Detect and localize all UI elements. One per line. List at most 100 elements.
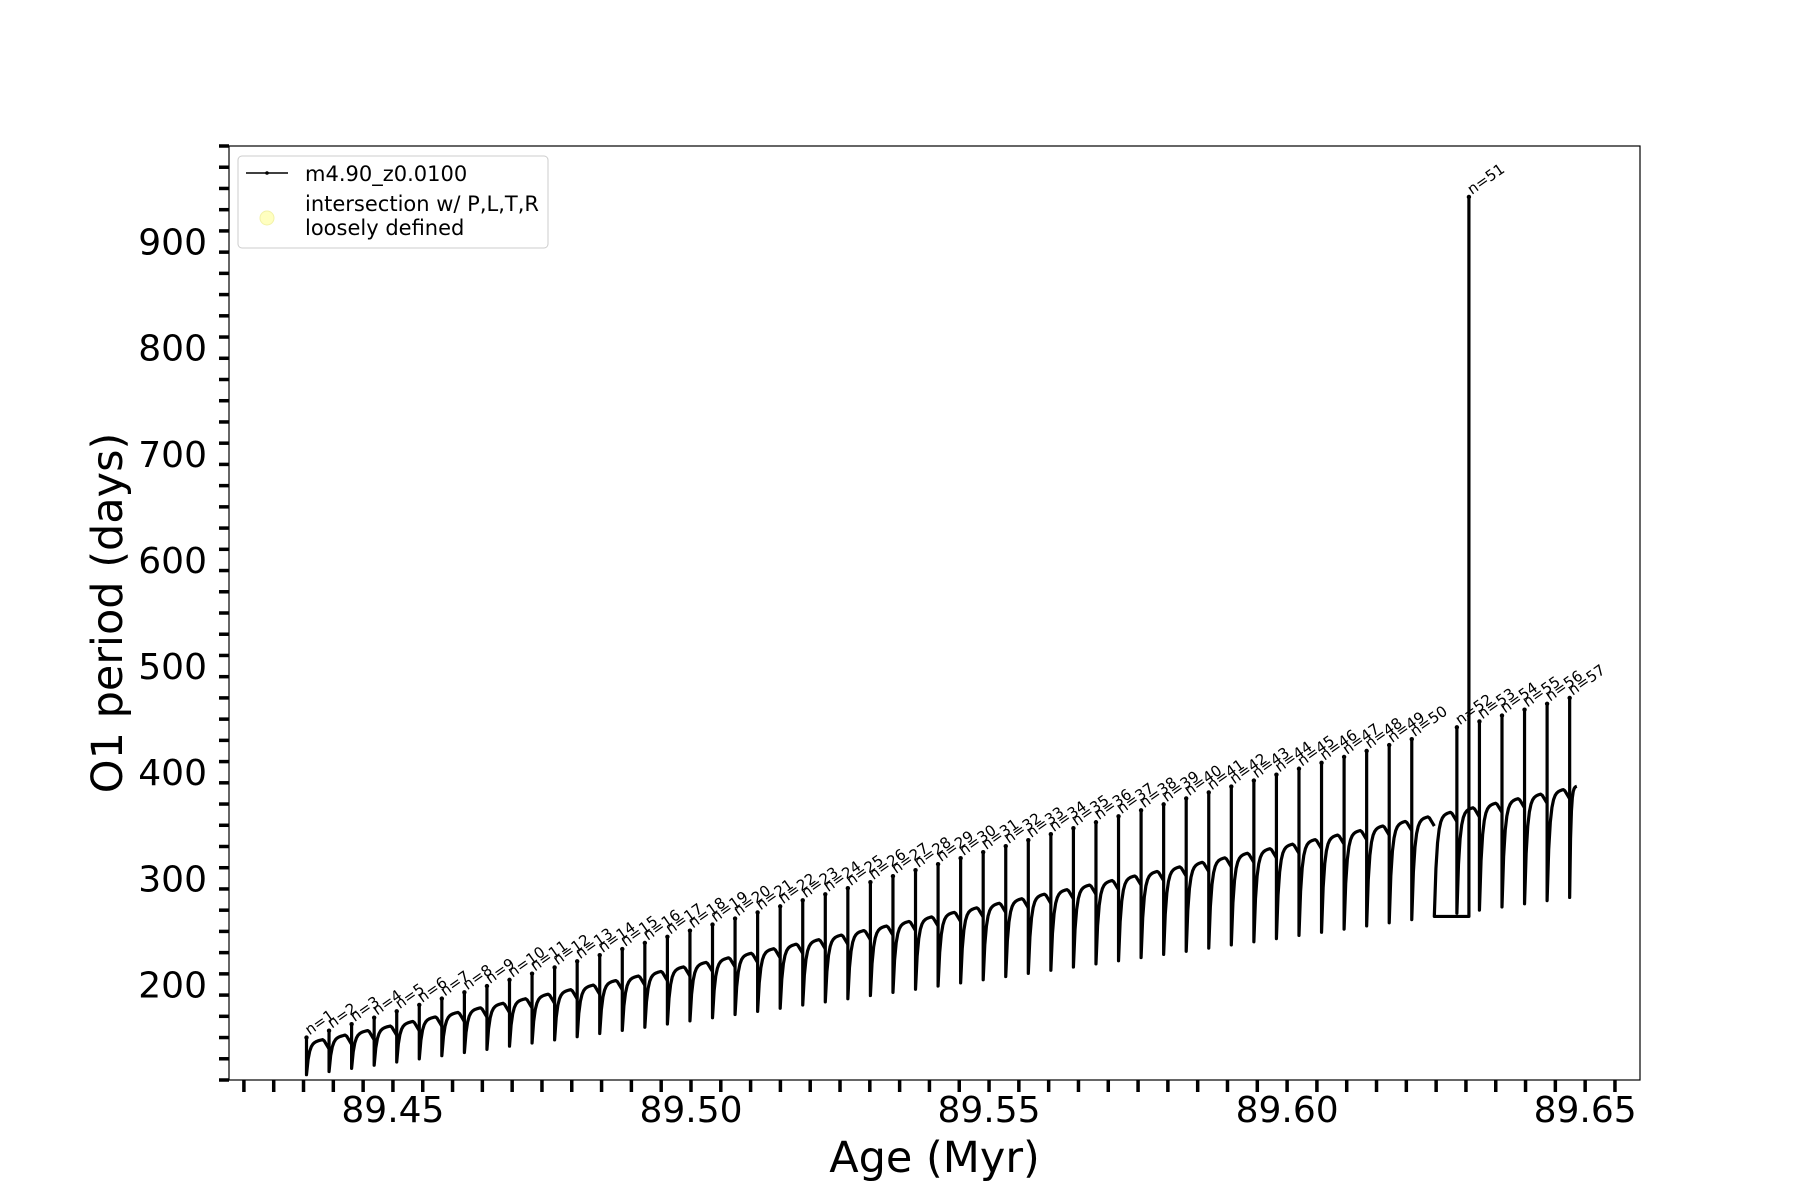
- pulse-23: [801, 900, 827, 1007]
- pulse-peak-point-1: [304, 1035, 309, 1040]
- plot-frame: [228, 145, 1641, 1081]
- pulse-peak-point-43: [1251, 778, 1257, 783]
- pulse-10: [507, 979, 534, 1048]
- pulse-19: [710, 924, 737, 1020]
- pulse-peak-point-5: [394, 1009, 399, 1014]
- cycle-label-50: n=50: [1407, 702, 1451, 740]
- cycle-label-51: n=51: [1464, 160, 1508, 198]
- pulse-43: [1252, 780, 1278, 944]
- pulse-peak-point-54: [1499, 713, 1505, 718]
- y-tick-label: 600: [138, 541, 207, 582]
- pulse-22: [778, 906, 805, 1010]
- pulse-peak-point-9: [484, 983, 490, 989]
- pulse-peak-point-27: [890, 873, 896, 879]
- pulse-55: [1522, 709, 1549, 906]
- pulse-peak-point-37: [1116, 814, 1121, 819]
- pulse-peak-point-4: [371, 1015, 377, 1020]
- pulse-16: [643, 942, 669, 1029]
- pulse-12: [553, 967, 579, 1042]
- y-tick-label: 300: [138, 859, 207, 900]
- pulse-42: [1229, 786, 1256, 947]
- pulse-1: [304, 1037, 331, 1077]
- pulse-peak-point-19: [710, 922, 715, 927]
- x-tick-label: 89.55: [938, 1090, 1041, 1131]
- pulse-peak-point-40: [1183, 796, 1189, 801]
- pulse-peak-point-20: [732, 916, 738, 921]
- pulse-48: [1365, 750, 1391, 928]
- pulse-peak-point-30: [958, 855, 963, 861]
- pulse-37: [1116, 816, 1143, 963]
- pulse-27: [891, 876, 917, 994]
- pulse-31: [981, 852, 1008, 982]
- cycle-label-57: n=57: [1565, 661, 1609, 699]
- pulse-26: [868, 882, 895, 998]
- pulse-peak-point-12: [552, 965, 557, 970]
- pulse-peak-point-50: [1409, 736, 1414, 742]
- pulse-peak-point-16: [642, 940, 648, 946]
- pulse-4: [372, 1017, 399, 1067]
- pulse-20: [733, 918, 759, 1017]
- pulse-8: [462, 992, 489, 1055]
- pulse-51: [1432, 196, 1471, 919]
- pulse-6: [417, 1004, 444, 1061]
- pulse-peak-point-24: [823, 892, 828, 897]
- pulse-peak-point-23: [800, 898, 805, 903]
- pulse-52: [1455, 727, 1481, 915]
- pulse-peak-point-22: [777, 904, 783, 909]
- pulse-peak-point-53: [1477, 719, 1482, 724]
- pulse-39: [1162, 804, 1188, 957]
- pulse-peak-point-11: [529, 971, 535, 976]
- y-tick-label: 800: [138, 329, 207, 370]
- pulse-44: [1274, 774, 1301, 941]
- legend-box: [237, 155, 549, 249]
- pulse-peak-point-3: [349, 1021, 354, 1027]
- pulse-32: [1004, 846, 1030, 979]
- y-axis-ticks: 200 300 400 500 600 700 800 900: [138, 144, 229, 1082]
- pulse-peak-point-17: [665, 934, 670, 939]
- pulse-30: [959, 858, 985, 985]
- pulse-46: [1319, 762, 1346, 934]
- pulse-peak-point-7: [439, 996, 445, 1001]
- pulse-5: [395, 1011, 421, 1064]
- pulse-peak-point-33: [1026, 837, 1031, 843]
- pulse-25: [846, 888, 872, 1001]
- pulse-peak-point-31: [980, 849, 986, 855]
- pulse-peak-point-21: [755, 910, 760, 915]
- pulse-peak-point-6: [417, 1002, 422, 1008]
- pulse-11: [530, 973, 556, 1045]
- pulse-14: [598, 955, 624, 1036]
- pulse-peak-point-18: [687, 928, 693, 933]
- legend-line-marker: [265, 171, 269, 175]
- pulse-peak-point-38: [1138, 808, 1144, 813]
- pulse-21: [756, 912, 782, 1013]
- pulse-9: [485, 986, 511, 1051]
- pulse-peak-point-41: [1206, 790, 1211, 795]
- x-tick-label: 89.60: [1236, 1090, 1339, 1131]
- pulse-peak-point-46: [1319, 760, 1324, 766]
- legend-series-label: m4.90_z0.0100: [305, 162, 467, 187]
- y-tick-label: 500: [138, 647, 207, 688]
- x-tick-label: 89.45: [341, 1090, 444, 1131]
- pulse-7: [440, 998, 466, 1058]
- x-axis-label: Age (Myr): [829, 1133, 1040, 1183]
- pulse-peak-point-32: [1003, 843, 1008, 849]
- y-tick-label: 900: [138, 223, 207, 264]
- pulse-peak-point-36: [1093, 820, 1099, 825]
- pulse-peak-point-26: [868, 880, 873, 885]
- pulse-peak-point-52: [1454, 725, 1460, 730]
- pulse-45: [1297, 768, 1323, 938]
- pulse-peak-point-28: [913, 867, 918, 873]
- pulse-41: [1207, 792, 1233, 950]
- x-tick-label: 89.50: [639, 1090, 742, 1131]
- pulse-28: [913, 870, 940, 991]
- pulse-peak-point-44: [1274, 772, 1279, 777]
- pulse-peak-point-10: [507, 977, 512, 983]
- pulse-peak-point-49: [1387, 742, 1392, 748]
- pulse-peak-point-14: [597, 952, 602, 958]
- legend: m4.90_z0.0100 intersection w/ P,L,T,R lo…: [237, 155, 549, 249]
- pulse-56: [1545, 703, 1572, 903]
- series-m4.90-z0.0100: [304, 194, 1578, 1077]
- pulse-47: [1342, 756, 1369, 931]
- pulse-peak-point-56: [1544, 701, 1550, 706]
